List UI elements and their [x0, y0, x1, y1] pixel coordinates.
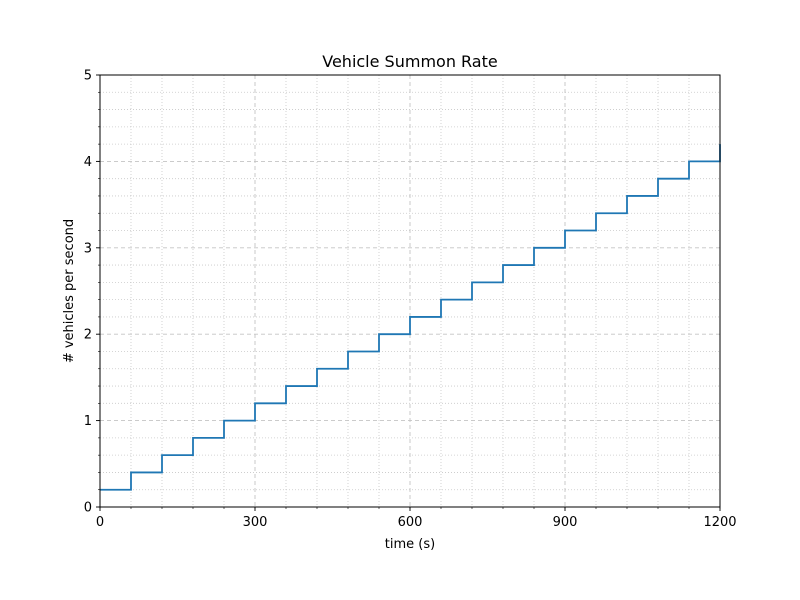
- x-axis-label: time (s): [385, 537, 435, 552]
- axis-ticks: [96, 74, 721, 511]
- series-step-line: [100, 144, 721, 491]
- x-tick-label: 900: [553, 515, 578, 530]
- y-tick-label: 2: [84, 328, 92, 343]
- y-tick-label: 4: [84, 155, 92, 170]
- x-tick-label: 1200: [703, 515, 736, 530]
- y-tick-label: 5: [84, 69, 92, 84]
- x-tick-labels: 0 300 600 900 1200: [96, 515, 737, 530]
- y-tick-label: 3: [84, 241, 92, 256]
- x-tick-label: 0: [96, 515, 104, 530]
- chart-title: Vehicle Summon Rate: [322, 52, 497, 71]
- y-tick-label: 0: [84, 501, 92, 516]
- x-tick-label: 300: [243, 515, 268, 530]
- y-tick-label: 1: [84, 414, 92, 429]
- y-tick-labels: 0 1 2 3 4 5: [84, 69, 92, 516]
- x-tick-label: 600: [398, 515, 423, 530]
- y-axis-label: # vehicles per second: [62, 219, 77, 363]
